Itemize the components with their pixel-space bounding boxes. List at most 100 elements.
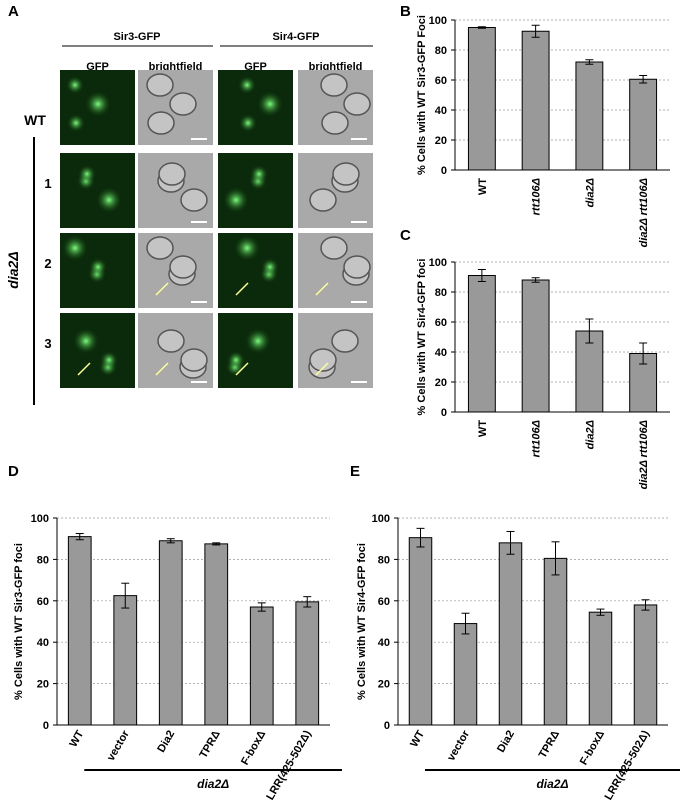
y-tick-label: 80	[378, 554, 390, 566]
y-tick-label: 100	[429, 257, 447, 269]
cell-signal	[67, 114, 85, 132]
bar	[467, 27, 496, 171]
error-bar	[121, 582, 130, 609]
bar	[575, 61, 604, 171]
y-axis-label: % Cells with WT Sir4-GFP foci	[416, 259, 428, 416]
cell-signal	[73, 328, 99, 354]
error-bar	[257, 602, 266, 612]
cell	[320, 73, 348, 97]
y-axis-label: % Cells with WT Sir4-GFP foci	[356, 543, 368, 700]
micrograph	[60, 313, 135, 388]
cell-signal	[223, 187, 249, 213]
x-tick-label: dia2Δ	[584, 178, 596, 207]
y-tick-label: 0	[43, 720, 49, 732]
cell-signal	[66, 76, 84, 94]
bar	[498, 542, 523, 726]
x-tick-label: vector	[105, 728, 132, 763]
y-tick-label: 0	[441, 407, 447, 419]
error-bar	[477, 269, 486, 282]
x-tick-label: dia2Δ rtt106Δ	[638, 178, 650, 247]
bar	[408, 537, 433, 726]
cell	[146, 73, 174, 97]
cell-signal	[261, 258, 279, 276]
cell	[146, 236, 174, 260]
cell-signal	[245, 328, 271, 354]
error-bar	[506, 530, 515, 555]
error-bar	[639, 75, 648, 84]
group-label: dia2Δ	[197, 777, 229, 791]
error-bar	[303, 596, 312, 608]
bar	[204, 543, 229, 726]
bar	[295, 601, 320, 726]
y-tick-label: 0	[384, 720, 390, 732]
arrow	[235, 362, 249, 376]
cell	[169, 92, 197, 116]
error-bar	[585, 59, 594, 65]
error-bar	[641, 599, 650, 611]
mutant-label: dia2Δ	[5, 251, 21, 288]
row-label: WT	[24, 112, 46, 128]
panel-label: E	[350, 463, 360, 480]
cell	[320, 236, 348, 260]
arrow	[315, 282, 329, 296]
cell-signal	[100, 351, 118, 369]
x-tick-label: Dia2	[495, 729, 517, 755]
error-bar	[212, 542, 221, 546]
cell	[309, 348, 337, 372]
error-bar	[75, 533, 84, 541]
panel-label: D	[8, 463, 19, 480]
error-bar	[551, 541, 560, 576]
cell-signal	[78, 165, 96, 183]
micrograph	[298, 313, 373, 388]
bar	[629, 78, 658, 171]
y-tick-label: 20	[37, 679, 49, 691]
cell	[157, 329, 185, 353]
cell	[343, 255, 371, 279]
cell	[158, 162, 186, 186]
x-tick-label: rtt106Δ	[531, 178, 543, 215]
cell	[331, 329, 359, 353]
cell	[309, 188, 337, 212]
y-tick-label: 100	[429, 15, 447, 27]
bar	[453, 623, 478, 726]
cell-signal	[257, 91, 283, 117]
y-tick-label: 60	[37, 596, 49, 608]
bar	[249, 606, 274, 726]
error-bar	[477, 26, 486, 29]
cell-signal	[62, 235, 88, 261]
arrow	[155, 362, 169, 376]
cell-signal	[239, 114, 257, 132]
group-label: dia2Δ	[536, 777, 568, 791]
y-tick-label: 40	[435, 347, 447, 359]
x-tick-label: dia2Δ rtt106Δ	[638, 420, 650, 489]
y-axis-label: % Cells with WT Sir3-GFP Foci	[416, 15, 428, 175]
cell-signal	[227, 351, 245, 369]
construct-label: Sir4-GFP	[272, 31, 319, 43]
cell	[180, 188, 208, 212]
bar	[67, 536, 92, 726]
cell-signal	[89, 258, 107, 276]
cell	[147, 111, 175, 135]
x-tick-label: LRR(425-502Δ)	[603, 728, 653, 800]
error-bar	[531, 277, 540, 283]
cell-signal	[234, 235, 260, 261]
error-bar	[531, 24, 540, 38]
row-label: 2	[44, 256, 51, 271]
bar	[521, 30, 550, 171]
error-bar	[639, 342, 648, 365]
micrograph	[60, 153, 135, 228]
x-tick-label: WT	[67, 728, 86, 749]
y-tick-label: 60	[435, 317, 447, 329]
x-tick-label: WT	[477, 420, 489, 437]
cell	[180, 348, 208, 372]
micrograph	[298, 153, 373, 228]
x-tick-label: LRR(425-502Δ)	[264, 728, 314, 800]
y-tick-label: 60	[378, 596, 390, 608]
cell-signal	[85, 91, 111, 117]
x-tick-label: F-boxΔ	[239, 728, 268, 767]
cell-signal	[238, 76, 256, 94]
x-tick-label: dia2Δ	[584, 420, 596, 449]
arrow	[315, 362, 329, 376]
y-tick-label: 100	[31, 513, 49, 525]
